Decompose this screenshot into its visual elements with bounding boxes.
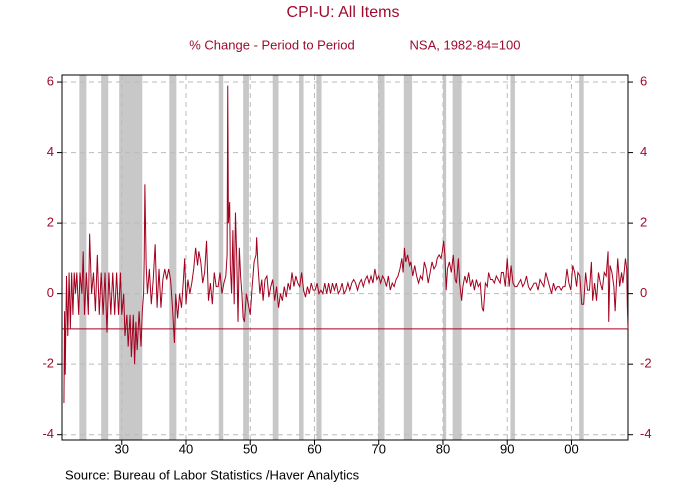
chart-subtitle: % Change - Period to Period [189,37,354,52]
x-tick-label: 80 [436,441,450,456]
y-tick-label: 2 [47,215,54,230]
x-tick-label: 60 [307,441,321,456]
x-tick-label: 70 [371,441,385,456]
plot-frame [61,74,629,441]
x-tick-label: 40 [179,441,193,456]
recession-band [510,75,515,440]
y2-tick-label: -4 [640,426,652,441]
y-tick-label: -4 [42,426,54,441]
x-tick-label: 90 [500,441,514,456]
y2-tick-label: 4 [640,144,647,159]
recession-band [579,75,584,440]
source: Source: Bureau of Labor Statistics /Have… [65,467,360,482]
x-tick-label: 30 [115,441,129,456]
recession-band [243,75,249,440]
x-tick-label: 50 [243,441,257,456]
y2-tick-label: -2 [640,356,652,371]
y-tick-label: -2 [42,356,54,371]
recession-band [378,75,385,440]
recession-band [101,75,109,440]
y2-tick-label: 0 [640,285,647,300]
recession-band [218,75,224,440]
recession-band [169,75,177,440]
y-tick-label: 0 [47,285,54,300]
data-line [63,85,629,403]
x-tick-label: 00 [564,441,578,456]
y-tick-label: 4 [47,144,54,159]
recession-band [299,75,304,440]
recession-band [452,75,462,440]
y-tick-label: 6 [47,73,54,88]
y2-tick-label: 2 [640,215,647,230]
chart-title: CPI-U: All Items [287,4,400,21]
y2-tick-label: 6 [640,73,647,88]
recession-band [272,75,279,440]
recession-band [119,75,143,440]
recession-band [316,75,322,440]
chart-note: NSA, 1982-84=100 [410,37,521,52]
